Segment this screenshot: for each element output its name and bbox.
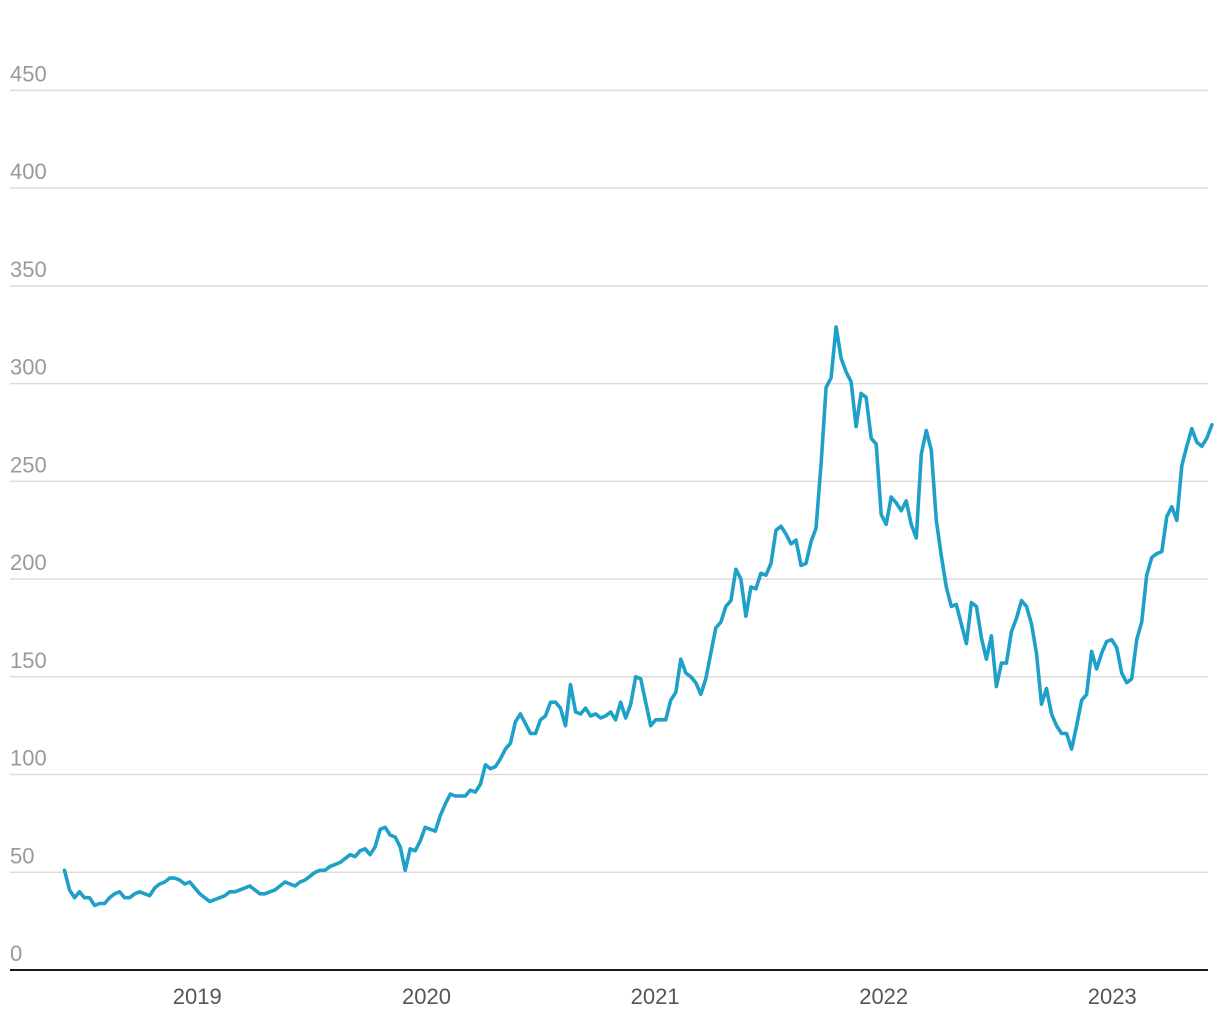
y-tick-label: 50	[10, 843, 34, 868]
y-tick-label: 450	[10, 61, 47, 86]
y-tick-label: 100	[10, 746, 47, 771]
y-tick-label: 300	[10, 355, 47, 380]
y-tick-label: 350	[10, 257, 47, 282]
y-tick-label: 250	[10, 452, 47, 477]
y-axis-ticks: 0 50 100 150 200 250 300 350 400 450	[10, 61, 47, 966]
x-tick-label: 2020	[402, 984, 451, 1009]
y-tick-label: 400	[10, 159, 47, 184]
gridlines	[10, 89, 1208, 874]
x-axis-ticks: 2019 2020 2021 2022 2023	[173, 984, 1137, 1009]
y-tick-label: 200	[10, 550, 47, 575]
y-tick-label: 150	[10, 648, 47, 673]
x-tick-label: 2021	[631, 984, 680, 1009]
x-tick-label: 2022	[859, 984, 908, 1009]
x-tick-label: 2023	[1088, 984, 1137, 1009]
series-line	[62, 325, 1214, 908]
x-tick-label: 2019	[173, 984, 222, 1009]
y-tick-label: 0	[10, 941, 22, 966]
